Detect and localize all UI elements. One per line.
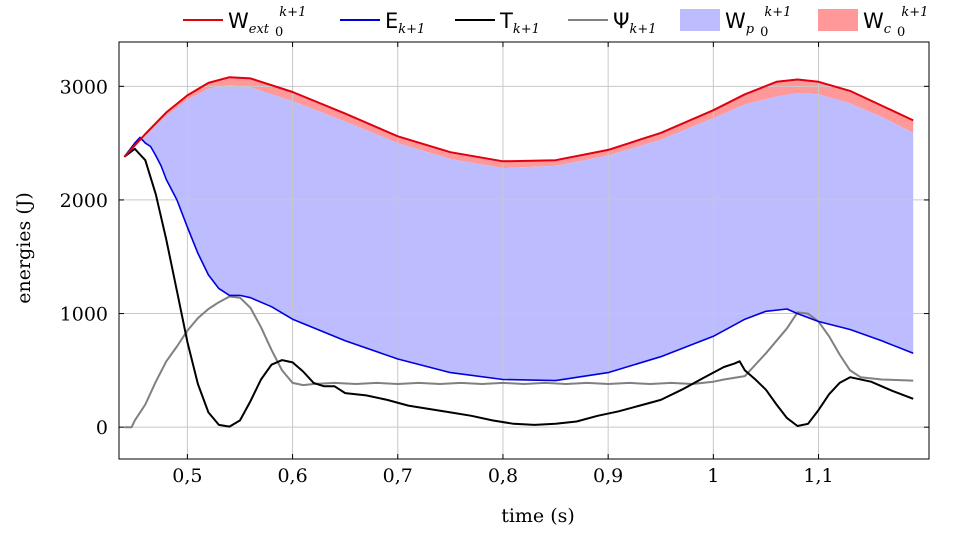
legend-item: Tk+1 xyxy=(455,9,540,37)
y-tick-label: 3000 xyxy=(60,76,108,98)
plot-frame xyxy=(118,41,930,460)
series-psi-line xyxy=(124,295,914,429)
legend-item: Ek+1 xyxy=(340,9,425,37)
x-axis-label: time (s) xyxy=(501,505,575,527)
legend-label: Ψk+1 xyxy=(613,9,657,37)
y-tick-label: 0 xyxy=(96,417,108,439)
legend-label: Ek+1 xyxy=(385,9,425,37)
legend-item: Ψk+1 xyxy=(568,9,657,37)
legend: Wext 0k+1 Ek+1 Tk+1 Ψk+1 Wp 0k+1 Wc 0k+1 xyxy=(183,5,928,40)
legend-label: Tk+1 xyxy=(499,9,540,37)
x-tick-label: 0,8 xyxy=(488,465,518,487)
y-tick-labels: 0 1000 2000 3000 xyxy=(60,76,108,439)
series-e-line xyxy=(123,136,914,382)
x-tick-label: 0,7 xyxy=(383,465,413,487)
legend-swatch xyxy=(818,9,858,31)
x-tick-label: 0,6 xyxy=(277,465,307,487)
legend-label: Wp 0k+1 xyxy=(725,5,791,40)
axes xyxy=(118,41,930,460)
legend-label: Wc 0k+1 xyxy=(863,5,928,40)
area-fills xyxy=(124,77,914,381)
x-tick-label: 1,1 xyxy=(803,465,833,487)
area-wp xyxy=(124,85,914,381)
series-lines xyxy=(123,76,914,429)
legend-label: Wext 0k+1 xyxy=(228,5,306,40)
series-wext-line xyxy=(123,76,914,163)
y-tick-label: 1000 xyxy=(60,304,108,326)
x-tick-label: 0,9 xyxy=(593,465,623,487)
legend-item: Wext 0k+1 xyxy=(183,5,306,40)
x-tick-labels: 0,5 0,6 0,7 0,8 0,9 1 1,1 xyxy=(172,465,833,487)
x-tick-label: 0,5 xyxy=(172,465,202,487)
y-axis-label: energies (J) xyxy=(13,192,35,304)
y-tick-label: 2000 xyxy=(60,190,108,212)
x-tick-label: 1 xyxy=(707,465,719,487)
legend-item: Wc 0k+1 xyxy=(818,5,928,40)
legend-swatch xyxy=(680,9,720,31)
legend-item: Wp 0k+1 xyxy=(680,5,791,40)
series-t-line xyxy=(123,147,914,428)
